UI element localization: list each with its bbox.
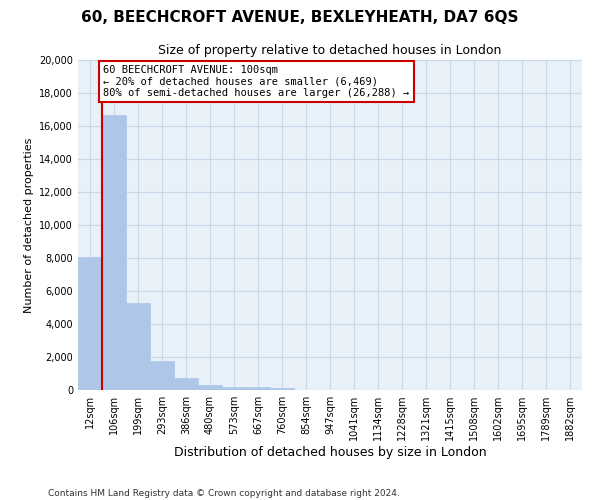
Bar bbox=[246, 387, 270, 390]
Bar bbox=[222, 386, 246, 390]
Bar bbox=[126, 302, 150, 390]
Bar bbox=[198, 385, 222, 390]
Bar bbox=[150, 361, 174, 390]
X-axis label: Distribution of detached houses by size in London: Distribution of detached houses by size … bbox=[173, 446, 487, 459]
Bar bbox=[270, 388, 294, 390]
Bar bbox=[102, 116, 126, 390]
Bar bbox=[174, 378, 198, 390]
Title: Size of property relative to detached houses in London: Size of property relative to detached ho… bbox=[158, 44, 502, 58]
Text: 60 BEECHCROFT AVENUE: 100sqm
← 20% of detached houses are smaller (6,469)
80% of: 60 BEECHCROFT AVENUE: 100sqm ← 20% of de… bbox=[103, 65, 409, 98]
Text: 60, BEECHCROFT AVENUE, BEXLEYHEATH, DA7 6QS: 60, BEECHCROFT AVENUE, BEXLEYHEATH, DA7 … bbox=[81, 10, 519, 25]
Bar bbox=[78, 257, 102, 390]
Y-axis label: Number of detached properties: Number of detached properties bbox=[24, 138, 34, 312]
Text: Contains HM Land Registry data © Crown copyright and database right 2024.: Contains HM Land Registry data © Crown c… bbox=[48, 488, 400, 498]
